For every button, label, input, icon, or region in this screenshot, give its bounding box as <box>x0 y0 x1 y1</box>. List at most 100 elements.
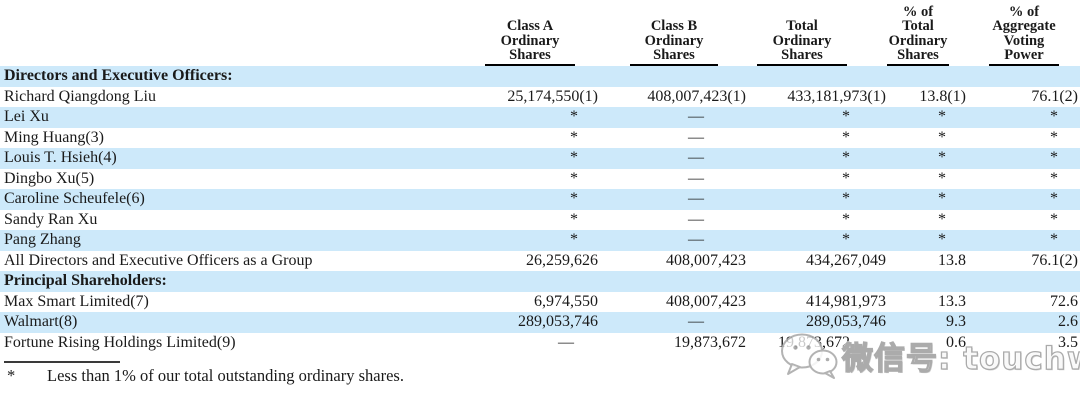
cell-pct-voting: * <box>1050 169 1058 187</box>
cell-total: 289,053,746 <box>806 313 886 330</box>
cell-class-b: — <box>688 210 704 228</box>
cell-pct-total: 13.8(1) <box>919 87 966 105</box>
cell-class-a: * <box>570 231 578 248</box>
cell-name: Walmart(8) <box>4 313 78 330</box>
cell-total: * <box>842 231 850 248</box>
cell-class-a: 26,259,626 <box>526 251 598 269</box>
cell-pct-voting: 2.6 <box>1058 313 1078 330</box>
cell-name: Sandy Ran Xu <box>4 210 98 228</box>
table-row: Sandy Ran Xu * — * * * <box>0 210 1080 231</box>
cell-class-b: 408,007,423 <box>666 292 746 310</box>
cell-class-a: * <box>570 128 578 146</box>
cell-pct-voting: * <box>1050 210 1058 228</box>
cell-total: * <box>842 190 850 207</box>
col-header-class-a: Class A Ordinary Shares <box>460 19 600 66</box>
col-header-total: Total Ordinary Shares <box>748 19 888 66</box>
cell-pct-total: 9.3 <box>946 313 966 330</box>
section-row-principal: Principal Shareholders: <box>0 271 1080 292</box>
table-row: Louis T. Hsieh(4) * — * * * <box>0 148 1080 169</box>
cell-total: * <box>842 149 850 166</box>
footnote-divider <box>4 361 120 363</box>
footnote-text: Less than 1% of our total outstanding or… <box>47 366 404 385</box>
cell-class-a: 25,174,550(1) <box>507 87 598 105</box>
cell-pct-total: * <box>938 231 946 248</box>
section-title: Principal Shareholders: <box>4 272 167 289</box>
cell-class-b: — <box>688 108 704 125</box>
cell-class-a: * <box>570 108 578 125</box>
cell-name: Dingbo Xu(5) <box>4 169 95 187</box>
cell-class-b <box>600 66 748 87</box>
cell-pct-voting: * <box>1050 108 1058 125</box>
cell-class-b: — <box>688 190 704 207</box>
col-header-class-b: Class B Ordinary Shares <box>600 19 748 66</box>
cell-pct-total: 13.3 <box>938 292 966 310</box>
cell-name: Max Smart Limited(7) <box>4 292 149 310</box>
cell-pct-voting: 72.6 <box>1050 292 1078 310</box>
col-header-pct-total-label: % of Total Ordinary Shares <box>886 5 950 66</box>
cell-pct-total: * <box>938 169 946 187</box>
cell-class-a: * <box>570 190 578 207</box>
table-header-row: Class A Ordinary Shares Class B Ordinary… <box>0 5 1080 66</box>
table-row: All Directors and Executive Officers as … <box>0 251 1080 272</box>
footnote-marker: * <box>7 366 16 385</box>
table-row: Walmart(8) 289,053,746 — 289,053,746 9.3… <box>0 312 1080 333</box>
cell-pct-total: * <box>938 190 946 207</box>
cell-pct-voting <box>968 66 1080 87</box>
cell-class-b: — <box>688 231 704 248</box>
table-row: Max Smart Limited(7) 6,974,550 408,007,4… <box>0 292 1080 313</box>
cell-total: * <box>842 128 850 146</box>
cell-name: Fortune Rising Holdings Limited(9) <box>4 333 236 351</box>
cell-total: * <box>842 108 850 125</box>
col-header-class-b-label: Class B Ordinary Shares <box>630 19 718 66</box>
table-row: Dingbo Xu(5) * — * * * <box>0 169 1080 190</box>
cell-pct-total <box>888 271 968 292</box>
cell-total <box>748 271 888 292</box>
cell-total: 434,267,049 <box>806 251 886 269</box>
col-header-total-label: Total Ordinary Shares <box>757 19 847 66</box>
col-header-class-a-label: Class A Ordinary Shares <box>485 19 575 66</box>
cell-class-b <box>600 271 748 292</box>
cell-name: Lei Xu <box>4 108 49 125</box>
footnote: * Less than 1% of our total outstanding … <box>7 366 404 386</box>
col-header-pct-voting: % of Aggregate Voting Power <box>968 5 1080 66</box>
table-row: Pang Zhang * — * * * <box>0 230 1080 251</box>
table-row: Lei Xu * — * * * <box>0 107 1080 128</box>
table-row: Fortune Rising Holdings Limited(9) — 19,… <box>0 333 1080 354</box>
col-header-pct-voting-label: % of Aggregate Voting Power <box>989 5 1059 66</box>
cell-class-a: * <box>570 169 578 187</box>
cell-pct-voting: * <box>1050 190 1058 207</box>
table-row: Caroline Scheufele(6) * — * * * <box>0 189 1080 210</box>
cell-name: All Directors and Executive Officers as … <box>4 251 313 269</box>
cell-class-a: 6,974,550 <box>534 292 598 310</box>
cell-name: Pang Zhang <box>4 231 81 248</box>
cell-class-a: 289,053,746 <box>518 313 598 330</box>
cell-pct-voting: 76.1(2) <box>1031 251 1078 269</box>
cell-pct-total <box>888 66 968 87</box>
cell-name: Louis T. Hsieh(4) <box>4 149 117 166</box>
cell-pct-total: * <box>938 210 946 228</box>
cell-class-b: 408,007,423(1) <box>647 87 746 105</box>
cell-total: 19,873,672 <box>778 333 850 351</box>
cell-total: 414,981,973 <box>806 292 886 310</box>
cell-pct-voting: 3.5 <box>1058 333 1078 351</box>
cell-class-b: — <box>688 169 704 187</box>
col-header-pct-total: % of Total Ordinary Shares <box>886 5 968 66</box>
cell-class-b: — <box>688 149 704 166</box>
cell-class-a: * <box>570 210 578 228</box>
cell-total <box>748 66 888 87</box>
cell-class-b: — <box>688 128 704 146</box>
cell-name: Caroline Scheufele(6) <box>4 190 145 207</box>
cell-pct-voting: * <box>1050 128 1058 146</box>
cell-class-a <box>460 271 600 292</box>
cell-pct-voting <box>968 271 1080 292</box>
cell-total: * <box>842 210 850 228</box>
cell-pct-total: * <box>938 149 946 166</box>
section-title: Directors and Executive Officers: <box>4 67 233 84</box>
cell-pct-total: 0.6 <box>946 333 966 351</box>
cell-class-a: — <box>558 333 574 351</box>
cell-class-b: — <box>688 313 704 330</box>
cell-total: 433,181,973(1) <box>787 87 886 105</box>
cell-pct-voting: 76.1(2) <box>1031 87 1078 105</box>
cell-class-a <box>460 66 600 87</box>
ownership-table: Class A Ordinary Shares Class B Ordinary… <box>0 5 1080 354</box>
